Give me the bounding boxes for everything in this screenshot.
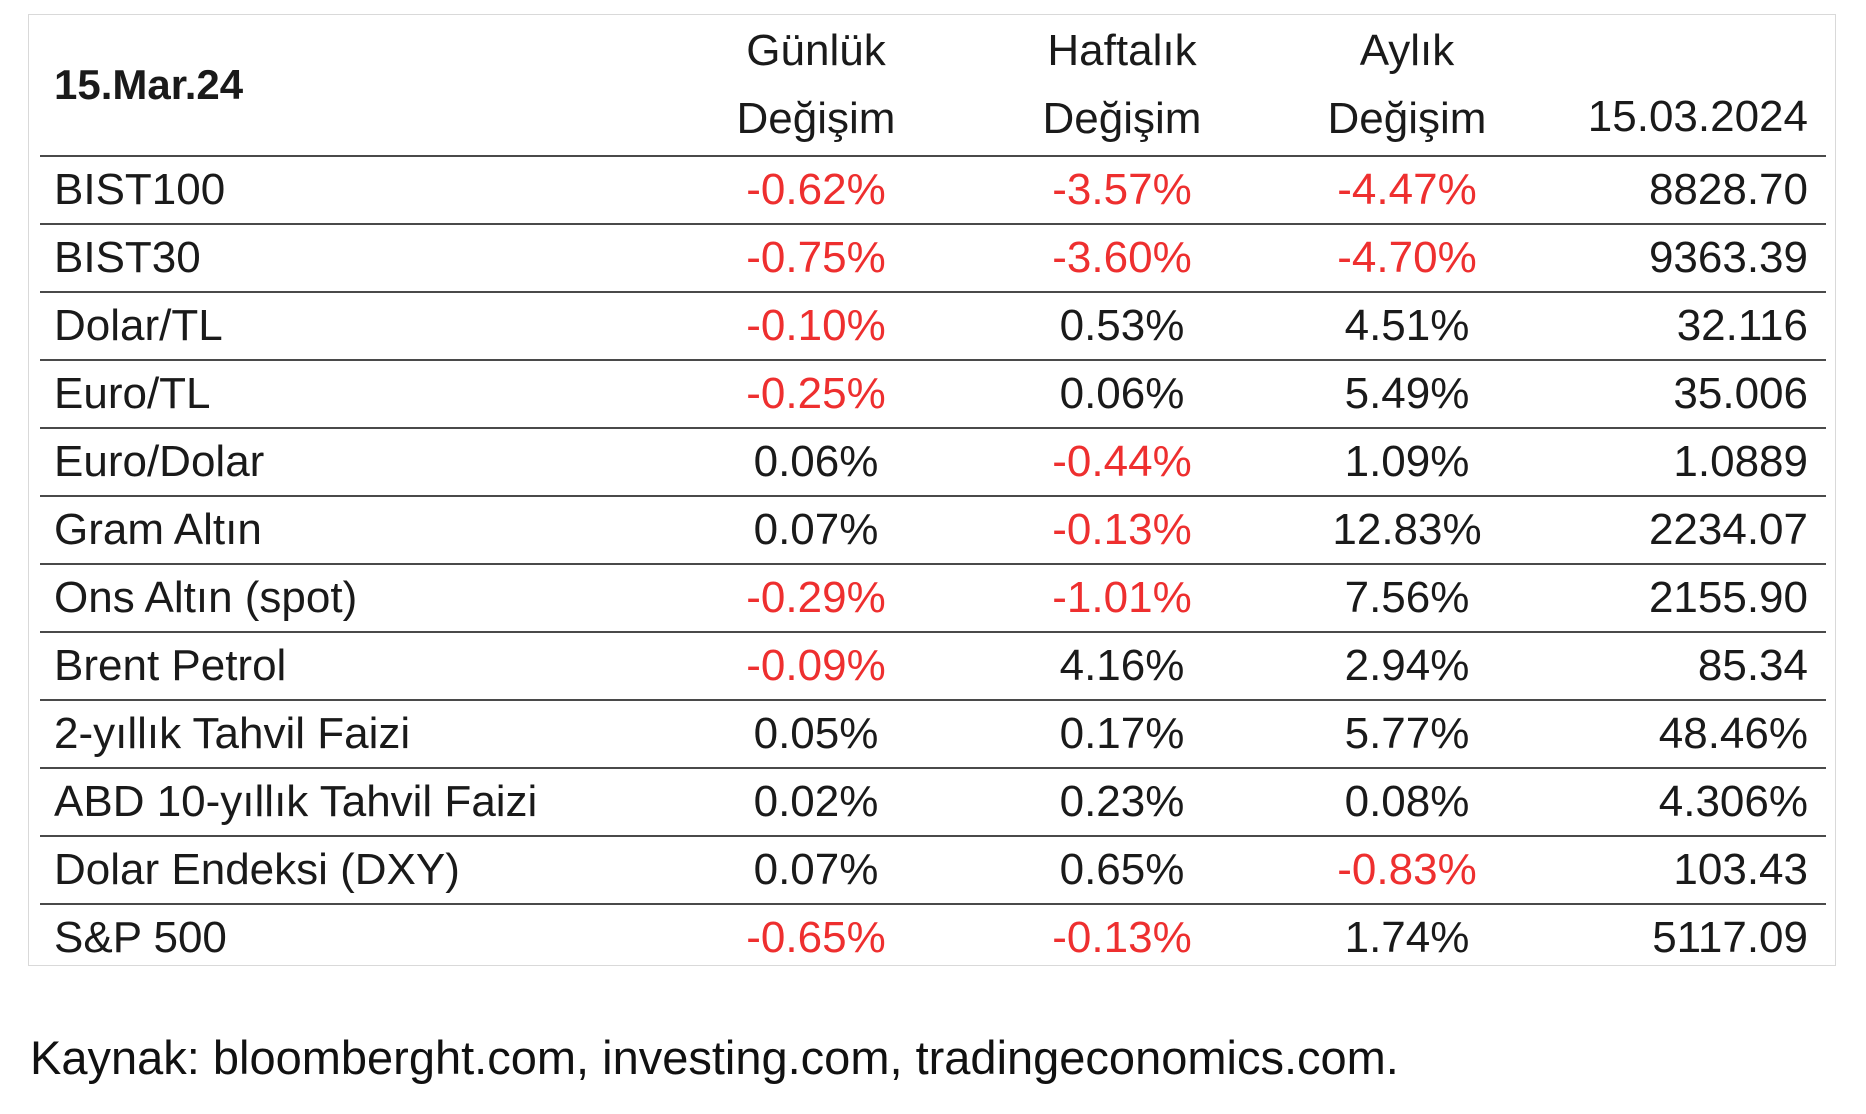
value-cell: 85.34 [1542,632,1826,701]
weekly-change-cell: 0.65% [972,836,1272,905]
monthly-header-line-1: Aylık [1359,25,1455,75]
weekly-change-cell: 0.53% [972,292,1272,361]
value-cell: 5117.09 [1652,913,1808,962]
table-date-label: 15.Mar.24 [40,14,660,157]
daily-change-cell: 0.07% [660,496,972,565]
table-row: Brent Petrol -0.09% 4.16% 2.94% 85.34 [40,632,1826,701]
daily-change-cell: -0.29% [660,564,972,633]
value-cell: 35.006 [1542,360,1826,429]
table-row: ABD 10-yıllık Tahvil Faizi 0.02% 0.23% 0.08… [40,768,1826,837]
market-change-table: 15.Mar.24 Günlük Değişim Haftalık Değişi… [40,14,1826,971]
daily-change-cell: 0.05% [660,700,972,769]
instrument-name: Ons Altın (spot) [40,564,660,633]
monthly-change-cell: 1.74% [1344,913,1470,962]
weekly-change-cell: 0.17% [972,700,1272,769]
monthly-change-cell: -0.83% [1272,836,1542,905]
value-cell: 1.0889 [1542,428,1826,497]
instrument-name: Dolar/TL [40,292,660,361]
weekly-change-cell: 0.06% [972,360,1272,429]
monthly-change-cell: 7.56% [1272,564,1542,633]
value-cell: 103.43 [1542,836,1826,905]
monthly-change-cell: 5.77% [1272,700,1542,769]
table-row: Gram Altın 0.07% -0.13% 12.83% 2234.07 [40,496,1826,565]
weekly-change-cell: -0.44% [972,428,1272,497]
monthly-change-header: Aylık Değişim [1272,14,1542,157]
weekly-header-line-2: Değişim [1042,93,1202,143]
daily-change-header: Günlük Değişim [660,14,972,157]
monthly-change-cell: -4.47% [1272,156,1542,225]
weekly-change-header: Haftalık Değişim [972,14,1272,157]
instrument-name: BIST30 [40,224,660,293]
table-row: BIST100 -0.62% -3.57% -4.47% 8828.70 [40,156,1826,225]
weekly-change-cell: -3.60% [972,224,1272,293]
value-cell: 2234.07 [1542,496,1826,565]
instrument-name: Euro/TL [40,360,660,429]
table-row: Euro/Dolar 0.06% -0.44% 1.09% 1.0889 [40,428,1826,497]
table-row: Euro/TL -0.25% 0.06% 5.49% 35.006 [40,360,1826,429]
monthly-change-cell: 5.49% [1272,360,1542,429]
monthly-header-line-2: Değişim [1327,93,1487,143]
value-cell: 32.116 [1542,292,1826,361]
monthly-change-cell: 0.08% [1272,768,1542,837]
instrument-name: Dolar Endeksi (DXY) [40,836,660,905]
daily-change-cell: -0.75% [660,224,972,293]
table-row: 2-yıllık Tahvil Faizi 0.05% 0.17% 5.77% 48.4… [40,700,1826,769]
instrument-name: Gram Altın [40,496,660,565]
table-row: S&P 500 -0.65% -0.13% 1.74% 5117.09 [40,904,1826,971]
table-body: BIST100 -0.62% -3.57% -4.47% 8828.70 BIST30 -0… [40,156,1826,971]
table-row: BIST30 -0.75% -3.60% -4.70% 9363.39 [40,224,1826,293]
header-row: 15.Mar.24 Günlük Değişim Haftalık Değişi… [40,14,1826,157]
weekly-change-cell: -0.13% [1052,913,1192,962]
table-row: Dolar Endeksi (DXY) 0.07% 0.65% -0.83% 103.4… [40,836,1826,905]
monthly-change-cell: -4.70% [1272,224,1542,293]
source-note: Kaynak: bloomberght.com, investing.com, … [30,1031,1399,1084]
value-date-header: 15.03.2024 [1542,14,1826,157]
instrument-name: S&P 500 [54,913,227,962]
value-cell: 2155.90 [1542,564,1826,633]
monthly-change-cell: 12.83% [1272,496,1542,565]
weekly-change-cell: -3.57% [972,156,1272,225]
daily-header-line-2: Değişim [736,93,896,143]
daily-change-cell: -0.25% [660,360,972,429]
daily-change-cell: -0.09% [660,632,972,701]
table-row: Ons Altın (spot) -0.29% -1.01% 7.56% 2155.90 [40,564,1826,633]
monthly-change-cell: 1.09% [1272,428,1542,497]
daily-change-cell: -0.65% [746,913,886,962]
weekly-header-line-1: Haftalık [1047,25,1197,75]
value-cell: 8828.70 [1542,156,1826,225]
monthly-change-cell: 4.51% [1272,292,1542,361]
daily-change-cell: 0.07% [660,836,972,905]
weekly-change-cell: -1.01% [972,564,1272,633]
monthly-change-cell: 2.94% [1272,632,1542,701]
value-cell: 48.46% [1542,700,1826,769]
daily-header-line-1: Günlük [746,25,886,75]
weekly-change-cell: 0.23% [972,768,1272,837]
daily-change-cell: -0.10% [660,292,972,361]
instrument-name: BIST100 [40,156,660,225]
weekly-change-cell: 4.16% [972,632,1272,701]
instrument-name: ABD 10-yıllık Tahvil Faizi [40,768,660,837]
value-cell: 4.306% [1542,768,1826,837]
table-row: Dolar/TL -0.10% 0.53% 4.51% 32.116 [40,292,1826,361]
value-cell: 9363.39 [1542,224,1826,293]
daily-change-cell: 0.02% [660,768,972,837]
instrument-name: Brent Petrol [40,632,660,701]
instrument-name: Euro/Dolar [40,428,660,497]
weekly-change-cell: -0.13% [972,496,1272,565]
daily-change-cell: 0.06% [660,428,972,497]
daily-change-cell: -0.62% [660,156,972,225]
instrument-name: 2-yıllık Tahvil Faizi [40,700,660,769]
